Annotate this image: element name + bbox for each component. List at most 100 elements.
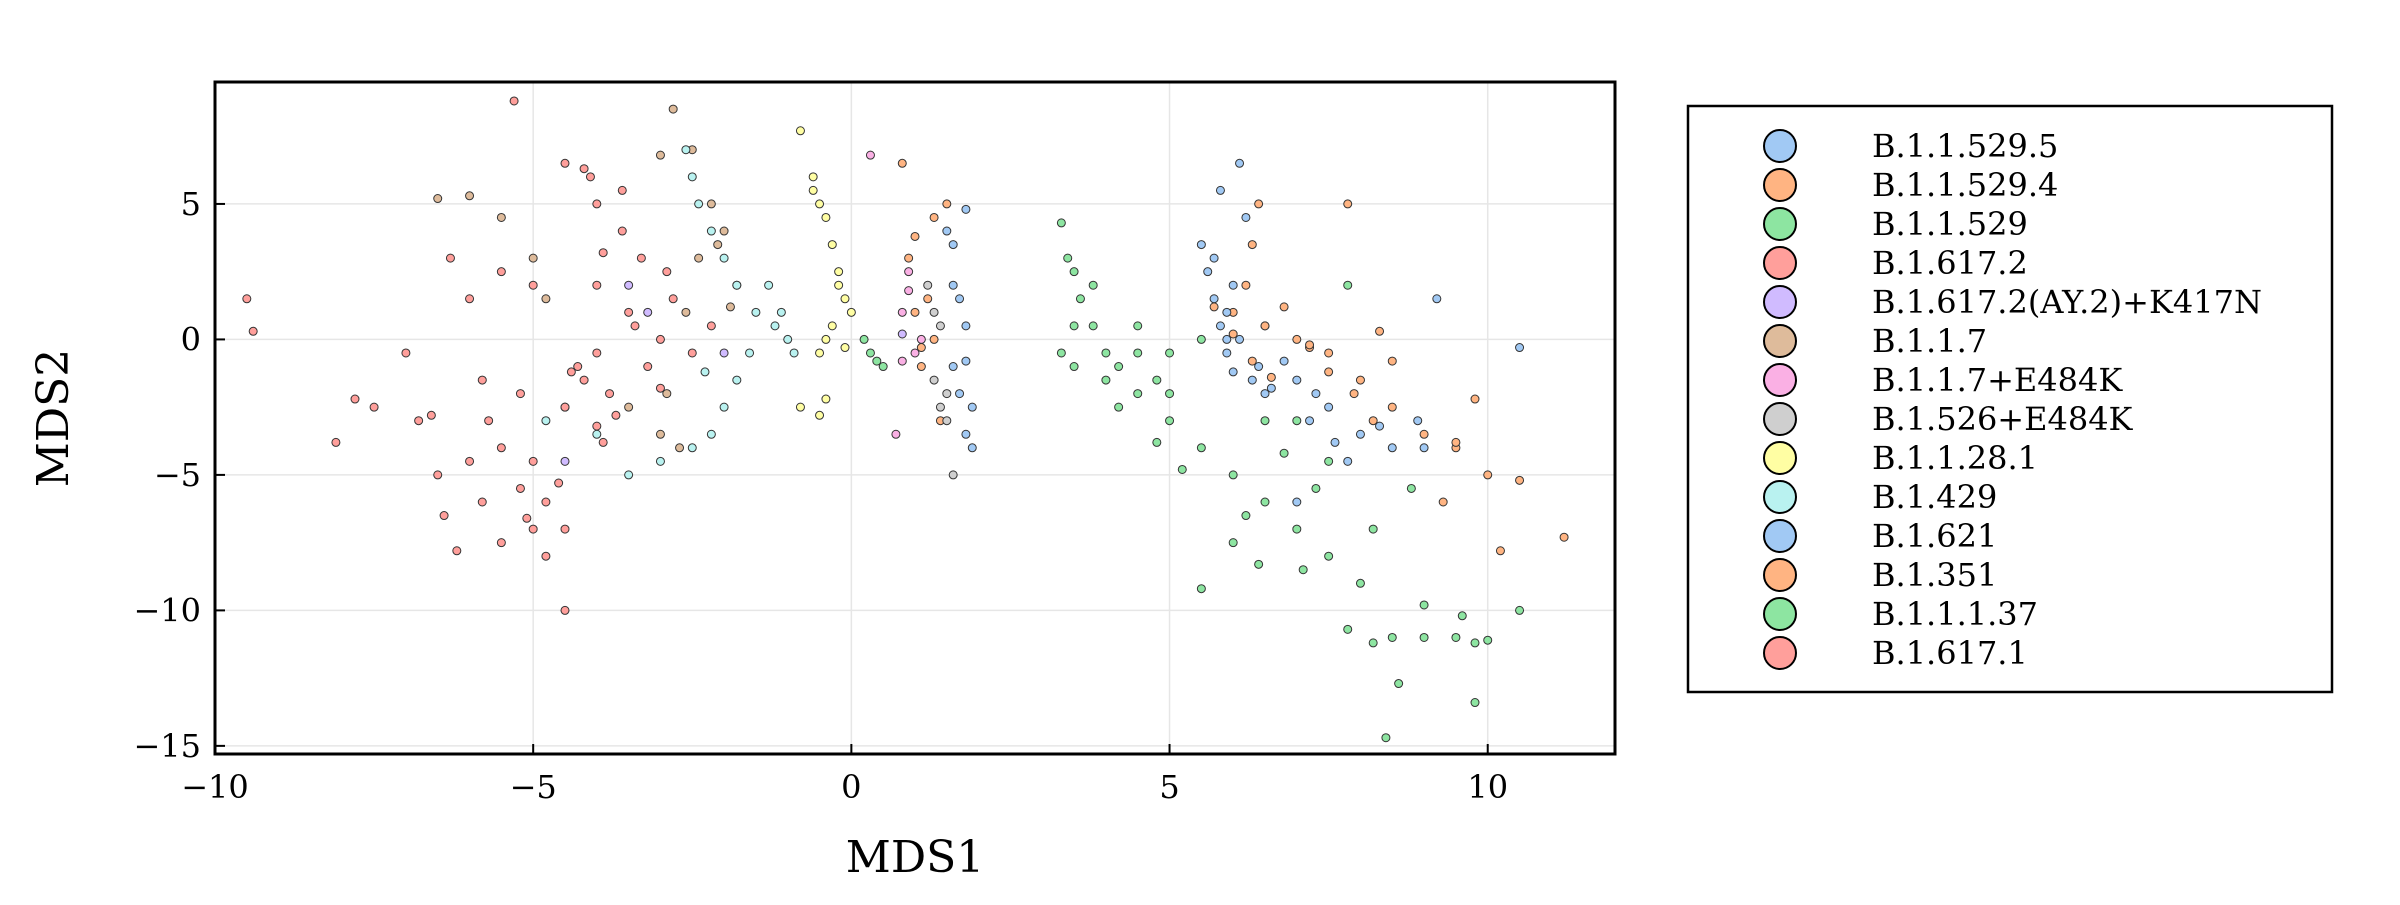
data-point xyxy=(808,185,818,195)
data-point xyxy=(1254,559,1264,569)
data-point xyxy=(414,416,424,426)
data-point xyxy=(878,362,888,372)
legend-label: B.1.617.1 xyxy=(1872,634,2028,672)
data-point xyxy=(834,267,844,277)
data-point xyxy=(522,513,532,523)
x-tick-label: 5 xyxy=(1159,768,1179,806)
legend-item: B.1.526+E484K xyxy=(1763,400,2134,438)
data-point xyxy=(687,172,697,182)
data-point xyxy=(1292,334,1302,344)
data-point xyxy=(942,416,952,426)
data-point xyxy=(655,383,665,393)
data-point xyxy=(1247,240,1257,250)
data-point xyxy=(1292,416,1302,426)
data-point xyxy=(961,321,971,331)
y-tick-label: −5 xyxy=(154,456,201,494)
data-point xyxy=(1298,565,1308,575)
data-point xyxy=(515,483,525,493)
data-point xyxy=(897,158,907,168)
x-tick-label: −5 xyxy=(510,768,557,806)
legend-item: B.1.1.529.4 xyxy=(1763,166,2058,204)
data-point xyxy=(1330,437,1340,447)
data-point xyxy=(897,329,907,339)
data-point xyxy=(643,362,653,372)
data-point xyxy=(1279,448,1289,458)
data-point xyxy=(1292,524,1302,534)
data-point xyxy=(872,356,882,366)
legend-marker xyxy=(1763,558,1797,592)
data-point xyxy=(496,538,506,548)
data-point xyxy=(1438,497,1448,507)
data-point xyxy=(1343,624,1353,634)
data-point xyxy=(706,429,716,439)
data-point xyxy=(1266,372,1276,382)
data-point xyxy=(592,429,602,439)
data-point xyxy=(967,402,977,412)
legend-label: B.1.1.529.4 xyxy=(1872,166,2058,204)
data-point xyxy=(465,294,475,304)
legend-marker xyxy=(1763,636,1797,670)
data-point xyxy=(846,307,856,317)
data-point xyxy=(751,307,761,317)
data-point xyxy=(1260,497,1270,507)
data-point xyxy=(1228,470,1238,480)
axis-ticks: −10 −5 0 5 10−15−10−505 xyxy=(133,185,1508,806)
data-point xyxy=(1203,267,1213,277)
data-point xyxy=(1133,348,1143,358)
data-point xyxy=(1075,294,1085,304)
data-point xyxy=(1279,302,1289,312)
data-point xyxy=(827,321,837,331)
data-point xyxy=(904,253,914,263)
series-7 xyxy=(923,280,958,480)
data-point xyxy=(859,334,869,344)
legend-item: B.1.1.1.37 xyxy=(1763,595,2038,633)
data-point xyxy=(719,402,729,412)
legend-item: B.1.429 xyxy=(1763,478,1997,516)
data-point xyxy=(725,302,735,312)
data-point xyxy=(916,334,926,344)
data-point xyxy=(694,253,704,263)
legend-label: B.1.617.2 xyxy=(1872,244,2028,282)
series-2 xyxy=(859,218,1175,385)
legend-marker xyxy=(1763,441,1797,475)
data-point xyxy=(1349,389,1359,399)
data-point xyxy=(655,429,665,439)
data-point xyxy=(1324,402,1334,412)
legend-label: B.1.617.2(AY.2)+K417N xyxy=(1872,283,2262,321)
data-point xyxy=(935,402,945,412)
data-point xyxy=(1247,375,1257,385)
data-point xyxy=(713,240,723,250)
data-point xyxy=(496,212,506,222)
data-point xyxy=(1343,280,1353,290)
data-points xyxy=(242,96,1569,743)
data-point xyxy=(1254,199,1264,209)
data-point xyxy=(585,172,595,182)
data-point xyxy=(865,150,875,160)
series-0 xyxy=(942,158,1525,507)
data-point xyxy=(643,307,653,317)
data-point xyxy=(1483,470,1493,480)
series-8 xyxy=(795,126,856,420)
data-point xyxy=(770,321,780,331)
data-point xyxy=(1247,356,1257,366)
data-point xyxy=(1165,416,1175,426)
legend-label: B.1.351 xyxy=(1872,556,1997,594)
data-point xyxy=(554,478,564,488)
data-point xyxy=(1324,551,1334,561)
legend-frame xyxy=(1686,104,2334,694)
data-point xyxy=(1133,321,1143,331)
data-point xyxy=(350,394,360,404)
data-point xyxy=(795,126,805,136)
data-point xyxy=(1292,375,1302,385)
data-point xyxy=(955,294,965,304)
data-point xyxy=(1209,294,1219,304)
data-point xyxy=(929,334,939,344)
data-point xyxy=(1387,443,1397,453)
data-point xyxy=(592,348,602,358)
data-point xyxy=(1559,532,1569,542)
data-point xyxy=(1228,538,1238,548)
data-point xyxy=(948,470,958,480)
data-point xyxy=(1056,218,1066,228)
data-point xyxy=(1311,389,1321,399)
data-point xyxy=(694,199,704,209)
